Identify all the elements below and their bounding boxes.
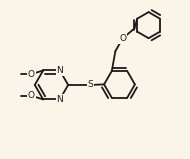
- Text: S: S: [88, 80, 93, 90]
- Text: N: N: [56, 95, 63, 104]
- Text: N: N: [56, 66, 63, 75]
- Text: O: O: [28, 91, 35, 100]
- Text: O: O: [28, 70, 35, 79]
- Text: O: O: [119, 34, 126, 43]
